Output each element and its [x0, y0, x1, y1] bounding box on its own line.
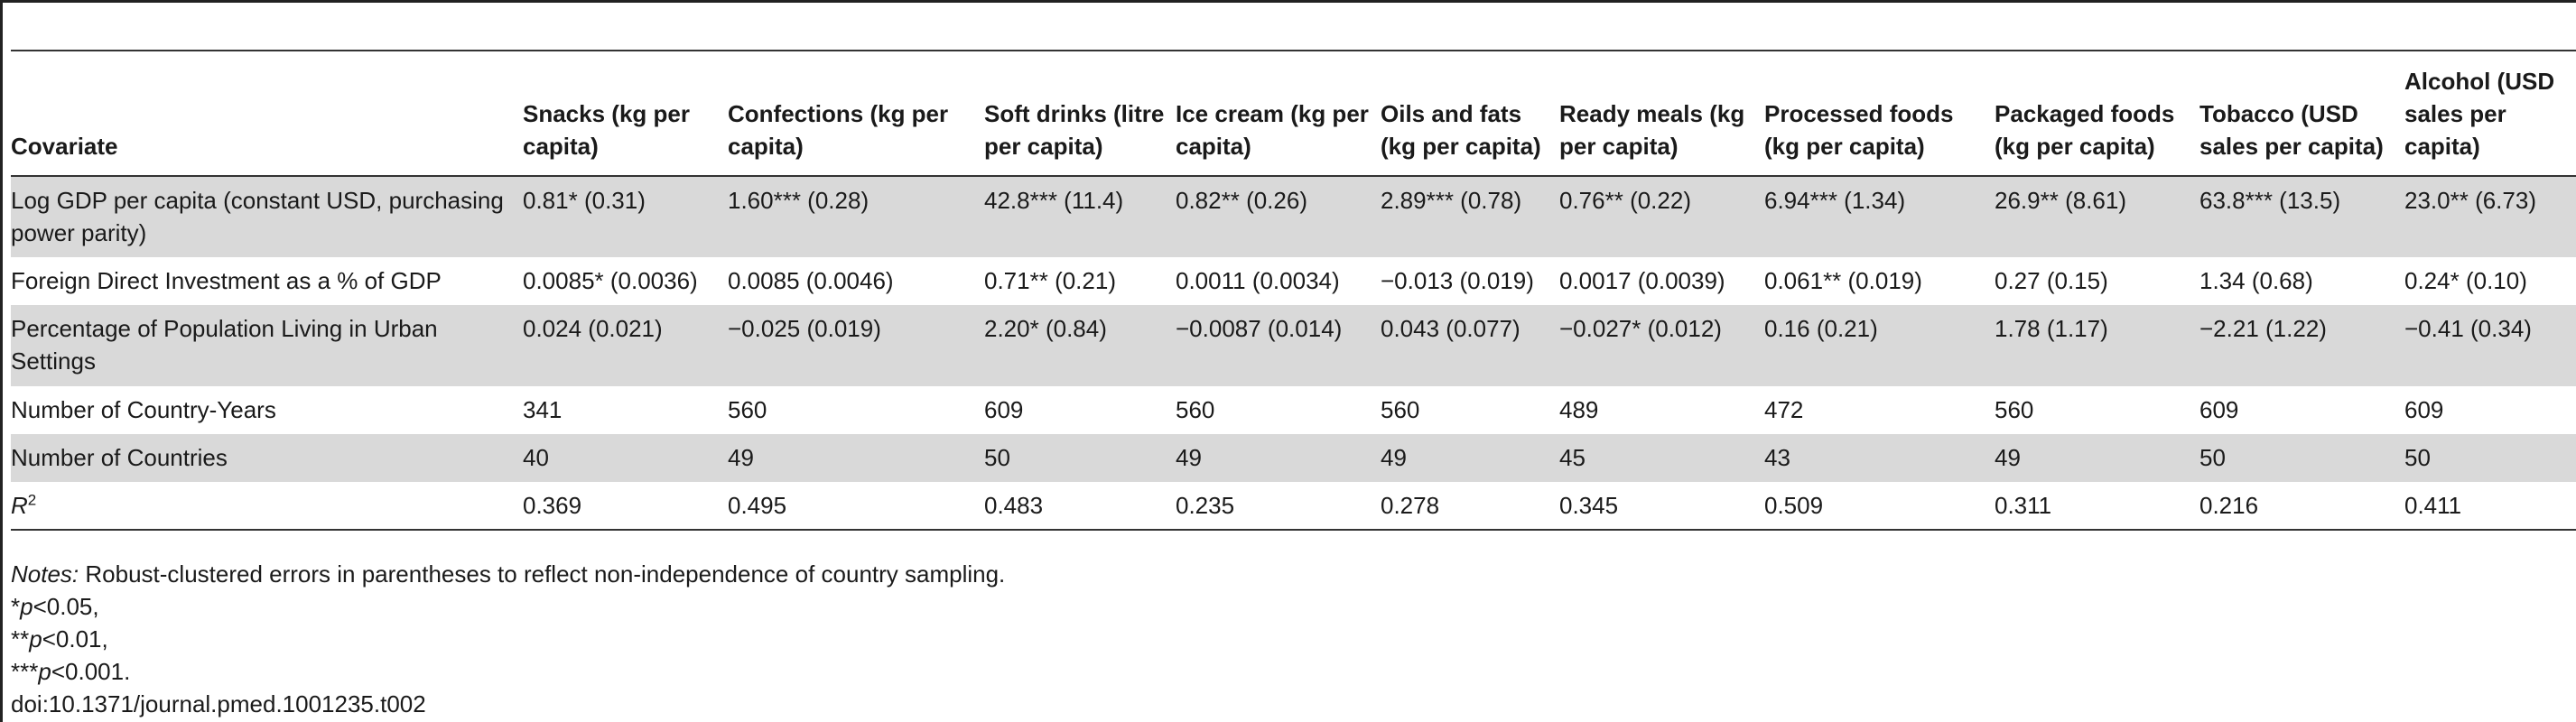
- header-confections: Confections (kg per capita): [728, 100, 949, 160]
- table-cell: 43: [1764, 434, 1995, 482]
- table-cell: 49: [1176, 434, 1381, 482]
- header-alcohol: Alcohol (USD sales per capita): [2404, 68, 2555, 160]
- regression-table: Covariate Snacks (kg per capita) Confect…: [11, 52, 2576, 531]
- row-label: R2: [11, 482, 523, 531]
- table-cell: −0.025 (0.019): [728, 305, 984, 386]
- doi-line[interactable]: doi:10.1371/journal.pmed.1001235.t002: [11, 690, 426, 717]
- notes-line: Notes: Robust-clustered errors in parent…: [11, 558, 1005, 590]
- top-border: [0, 0, 2576, 3]
- table-cell: −0.0087 (0.014): [1176, 305, 1381, 386]
- header-packaged-foods: Packaged foods (kg per capita): [1995, 100, 2175, 160]
- table-row: Percentage of Population Living in Urban…: [11, 305, 2576, 386]
- table-cell: 0.311: [1995, 482, 2199, 531]
- table-cell: 0.0085* (0.0036): [523, 267, 698, 294]
- header-row: Covariate Snacks (kg per capita) Confect…: [11, 52, 2576, 176]
- table-cell: 45: [1559, 434, 1764, 482]
- table-row: Number of Countries 40 49 50 49 49 45 43…: [11, 434, 2576, 482]
- table-cell: 0.27 (0.15): [1995, 267, 2108, 294]
- table-cell: 23.0** (6.73): [2404, 176, 2576, 257]
- table-cell: 0.81* (0.31): [523, 176, 728, 257]
- significance-note-2: **p<0.01,: [11, 625, 108, 653]
- table-cell: 0.24* (0.10): [2404, 267, 2527, 294]
- table-cell: 0.0085 (0.0046): [728, 267, 894, 294]
- table-row: Log GDP per capita (constant USD, purcha…: [11, 176, 2576, 257]
- table-cell: −2.21 (1.22): [2199, 305, 2404, 386]
- header-tobacco: Tobacco (USD sales per capita): [2199, 100, 2384, 160]
- table-cell: 0.509: [1764, 482, 1995, 531]
- table-cell: 0.369: [523, 482, 728, 531]
- table-cell: 42.8*** (11.4): [984, 176, 1176, 257]
- header-soft-drinks: Soft drinks (litre per capita): [984, 100, 1165, 160]
- table-cell: −0.41 (0.34): [2404, 305, 2576, 386]
- table-cell: 0.061** (0.019): [1764, 267, 1922, 294]
- table-cell: −0.013 (0.019): [1381, 267, 1534, 294]
- table-cell: 40: [523, 434, 728, 482]
- row-label: Number of Country-Years: [11, 396, 276, 423]
- notes-label: Notes:: [11, 560, 79, 588]
- table-cell: 560: [1176, 396, 1215, 423]
- table-cell: 0.483: [984, 482, 1176, 531]
- table-cell: 0.0017 (0.0039): [1559, 267, 1725, 294]
- table-cell: 1.60*** (0.28): [728, 176, 984, 257]
- table-row: R2 0.369 0.495 0.483 0.235 0.278 0.345 0…: [11, 482, 2576, 531]
- table-cell: 472: [1764, 396, 1804, 423]
- table-cell: 0.278: [1381, 482, 1559, 531]
- table-cell: 0.82** (0.26): [1176, 176, 1381, 257]
- table-cell: 341: [523, 396, 563, 423]
- table-cell: 26.9** (8.61): [1995, 176, 2199, 257]
- notes-text: Robust-clustered errors in parentheses t…: [79, 560, 1006, 588]
- table-row: Number of Country-Years 341 560 609 560 …: [11, 386, 2576, 434]
- table-cell: 560: [1381, 396, 1420, 423]
- table-cell: 0.024 (0.021): [523, 305, 728, 386]
- header-ready-meals: Ready meals (kg per capita): [1559, 100, 1745, 160]
- r-squared-exponent: 2: [27, 491, 37, 509]
- significance-note-3: ***p<0.001.: [11, 658, 131, 685]
- table-cell: 609: [2404, 396, 2444, 423]
- left-border: [0, 0, 3, 722]
- table-cell: 0.216: [2199, 482, 2404, 531]
- table-cell: 50: [2199, 434, 2404, 482]
- table-cell: 0.345: [1559, 482, 1764, 531]
- table-cell: 6.94*** (1.34): [1764, 176, 1995, 257]
- row-label: Foreign Direct Investment as a % of GDP: [11, 267, 442, 294]
- table-top-rule: [11, 50, 2576, 51]
- header-covariate: Covariate: [11, 133, 118, 160]
- table-cell: 2.89*** (0.78): [1381, 176, 1559, 257]
- table-cell: 2.20* (0.84): [984, 305, 1176, 386]
- table-cell: 0.495: [728, 482, 984, 531]
- table-row: Foreign Direct Investment as a % of GDP …: [11, 257, 2576, 305]
- table-cell: 0.235: [1176, 482, 1381, 531]
- table-cell: 0.16 (0.21): [1764, 305, 1995, 386]
- table-cell: 50: [984, 434, 1176, 482]
- header-snacks: Snacks (kg per capita): [523, 100, 690, 160]
- table-cell: 0.043 (0.077): [1381, 305, 1559, 386]
- table-cell: 560: [1995, 396, 2034, 423]
- table-cell: 49: [728, 434, 984, 482]
- table-cell: 0.411: [2404, 482, 2576, 531]
- table-cell: 0.76** (0.22): [1559, 176, 1764, 257]
- table-cell: 49: [1995, 434, 2199, 482]
- table-cell: 560: [728, 396, 767, 423]
- table-cell: 489: [1559, 396, 1599, 423]
- table-notes: Notes: Robust-clustered errors in parent…: [11, 558, 1005, 720]
- table-cell: 63.8*** (13.5): [2199, 176, 2404, 257]
- table-cell: 609: [2199, 396, 2239, 423]
- row-label: Percentage of Population Living in Urban…: [11, 305, 523, 386]
- row-label: Log GDP per capita (constant USD, purcha…: [11, 176, 523, 257]
- r-squared-symbol: R: [11, 492, 28, 519]
- table-cell: 0.71** (0.21): [984, 267, 1116, 294]
- row-label: Number of Countries: [11, 434, 523, 482]
- table-cell: 1.34 (0.68): [2199, 267, 2313, 294]
- header-oils-fats: Oils and fats (kg per capita): [1381, 100, 1541, 160]
- header-ice-cream: Ice cream (kg per capita): [1176, 100, 1369, 160]
- table-cell: 49: [1381, 434, 1559, 482]
- significance-note-1: *p<0.05,: [11, 593, 99, 620]
- table-cell: 0.0011 (0.0034): [1176, 267, 1340, 294]
- table-cell: −0.027* (0.012): [1559, 305, 1764, 386]
- table-cell: 1.78 (1.17): [1995, 305, 2199, 386]
- table-cell: 50: [2404, 434, 2576, 482]
- table-cell: 609: [984, 396, 1024, 423]
- header-processed-foods: Processed foods (kg per capita): [1764, 100, 1954, 160]
